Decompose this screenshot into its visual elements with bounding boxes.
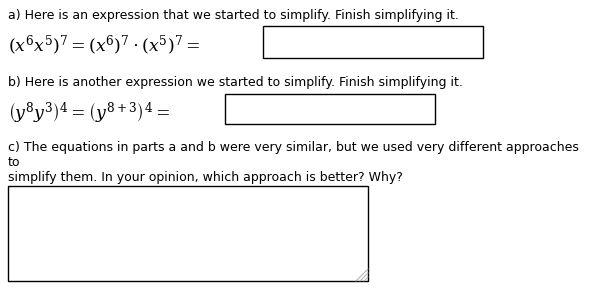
Text: $\left(y^8y^3\right)^4 = \left(y^{8+3}\right)^4 =$: $\left(y^8y^3\right)^4 = \left(y^{8+3}\r…: [8, 101, 170, 126]
Bar: [225, 94, 435, 124]
Text: $\left(x^6x^5\right)^7 = \left(x^6\right)^7 \cdot \left(x^5\right)^7 =$: $\left(x^6x^5\right)^7 = \left(x^6\right…: [8, 34, 200, 58]
Bar: [263, 26, 483, 58]
Text: b) Here is another expression we started to simplify. Finish simplifying it.: b) Here is another expression we started…: [8, 76, 463, 89]
Bar: [8, 186, 368, 281]
Text: c) The equations in parts a and b were very similar, but we used very different : c) The equations in parts a and b were v…: [8, 141, 579, 184]
Text: a) Here is an expression that we started to simplify. Finish simplifying it.: a) Here is an expression that we started…: [8, 9, 459, 22]
